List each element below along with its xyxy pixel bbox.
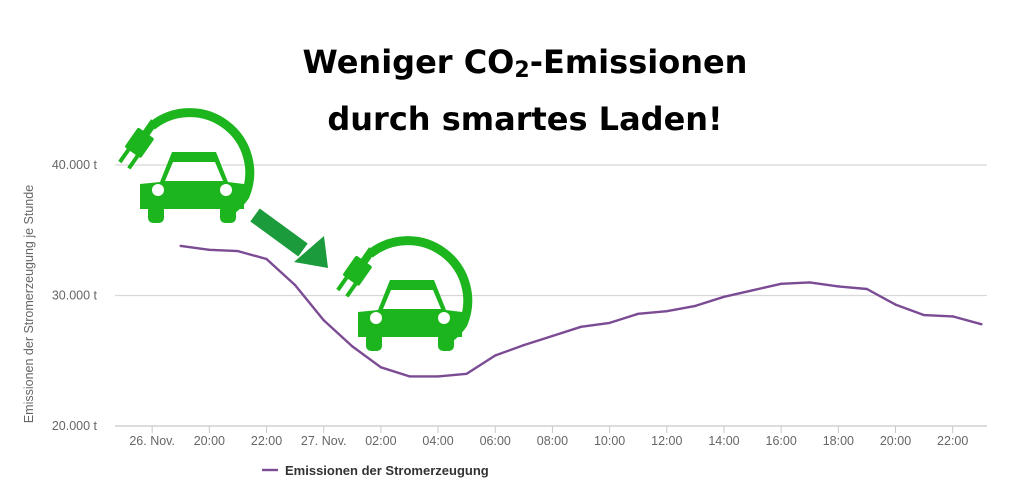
data-point [322,319,325,322]
data-point [436,375,440,378]
title-line1-main: Weniger CO [302,43,515,81]
x-tick-label: 14:00 [708,434,739,448]
title-line2: durch smartes Laden! [327,100,723,138]
y-axis-title: Emissionen der Stromerzeugung je Stunde [22,185,36,423]
series-line-emissions [179,244,983,378]
car-charging-icon [118,108,255,223]
y-tick-label: 40.000 t [52,158,98,172]
x-tick-label: 06:00 [480,434,511,448]
x-tick-label: 04:00 [422,434,453,448]
data-point [465,372,468,375]
x-tick-label: 26. Nov. [129,434,175,448]
data-point [208,248,211,252]
data-point [265,257,268,261]
data-point [522,343,526,347]
x-axis-tick-labels: 26. Nov. 20:00 22:00 27. Nov. 02:00 04:00 06:0… [129,434,968,448]
chart-title: Weniger CO2-Emissionen durch smartes Lade… [0,38,1024,143]
data-point [837,285,840,288]
x-tick-label: 22:00 [937,434,968,448]
data-point [408,375,411,378]
grid-lines [115,164,987,427]
data-point [236,249,240,253]
data-point [551,334,554,338]
car-charging-icon [336,236,473,351]
x-tick-label: 12:00 [651,434,682,448]
data-point [779,282,783,285]
data-point [494,354,497,357]
data-point [179,244,182,248]
data-point [665,309,668,313]
x-tick-label: 10:00 [594,434,625,448]
series-points [179,244,983,378]
title-line1-suffix: -Emissionen [529,43,748,81]
x-tick-label: 16:00 [766,434,797,448]
axis-ticks [151,426,954,433]
arrow-down-right-icon [250,208,328,268]
y-tick-label: 30.000 t [52,289,98,303]
data-point [894,303,897,306]
x-tick-label: 27. Nov. [301,434,347,448]
legend-label: Emissionen der Stromerzeugung [285,463,489,478]
data-point [865,287,869,291]
data-point [922,313,926,317]
x-tick-label: 08:00 [537,434,568,448]
x-tick-label: 20:00 [194,434,225,448]
x-tick-label: 22:00 [251,434,282,448]
y-axis-tick-labels: 20.000 t 30.000 t 40.000 t [52,158,98,433]
data-point [579,325,583,329]
data-point [808,281,811,284]
data-point [637,312,640,315]
data-point [751,289,754,292]
data-point [951,315,954,318]
data-point [722,295,726,299]
data-point [293,283,297,287]
x-tick-label: 18:00 [823,434,854,448]
data-point [351,345,354,348]
y-tick-label: 20.000 t [52,419,98,433]
data-point [980,323,983,326]
x-tick-label: 20:00 [880,434,911,448]
data-point [608,321,611,325]
title-line1-subscript: 2 [514,58,530,83]
data-point [379,366,383,369]
data-point [694,304,697,308]
x-tick-label: 02:00 [365,434,396,448]
